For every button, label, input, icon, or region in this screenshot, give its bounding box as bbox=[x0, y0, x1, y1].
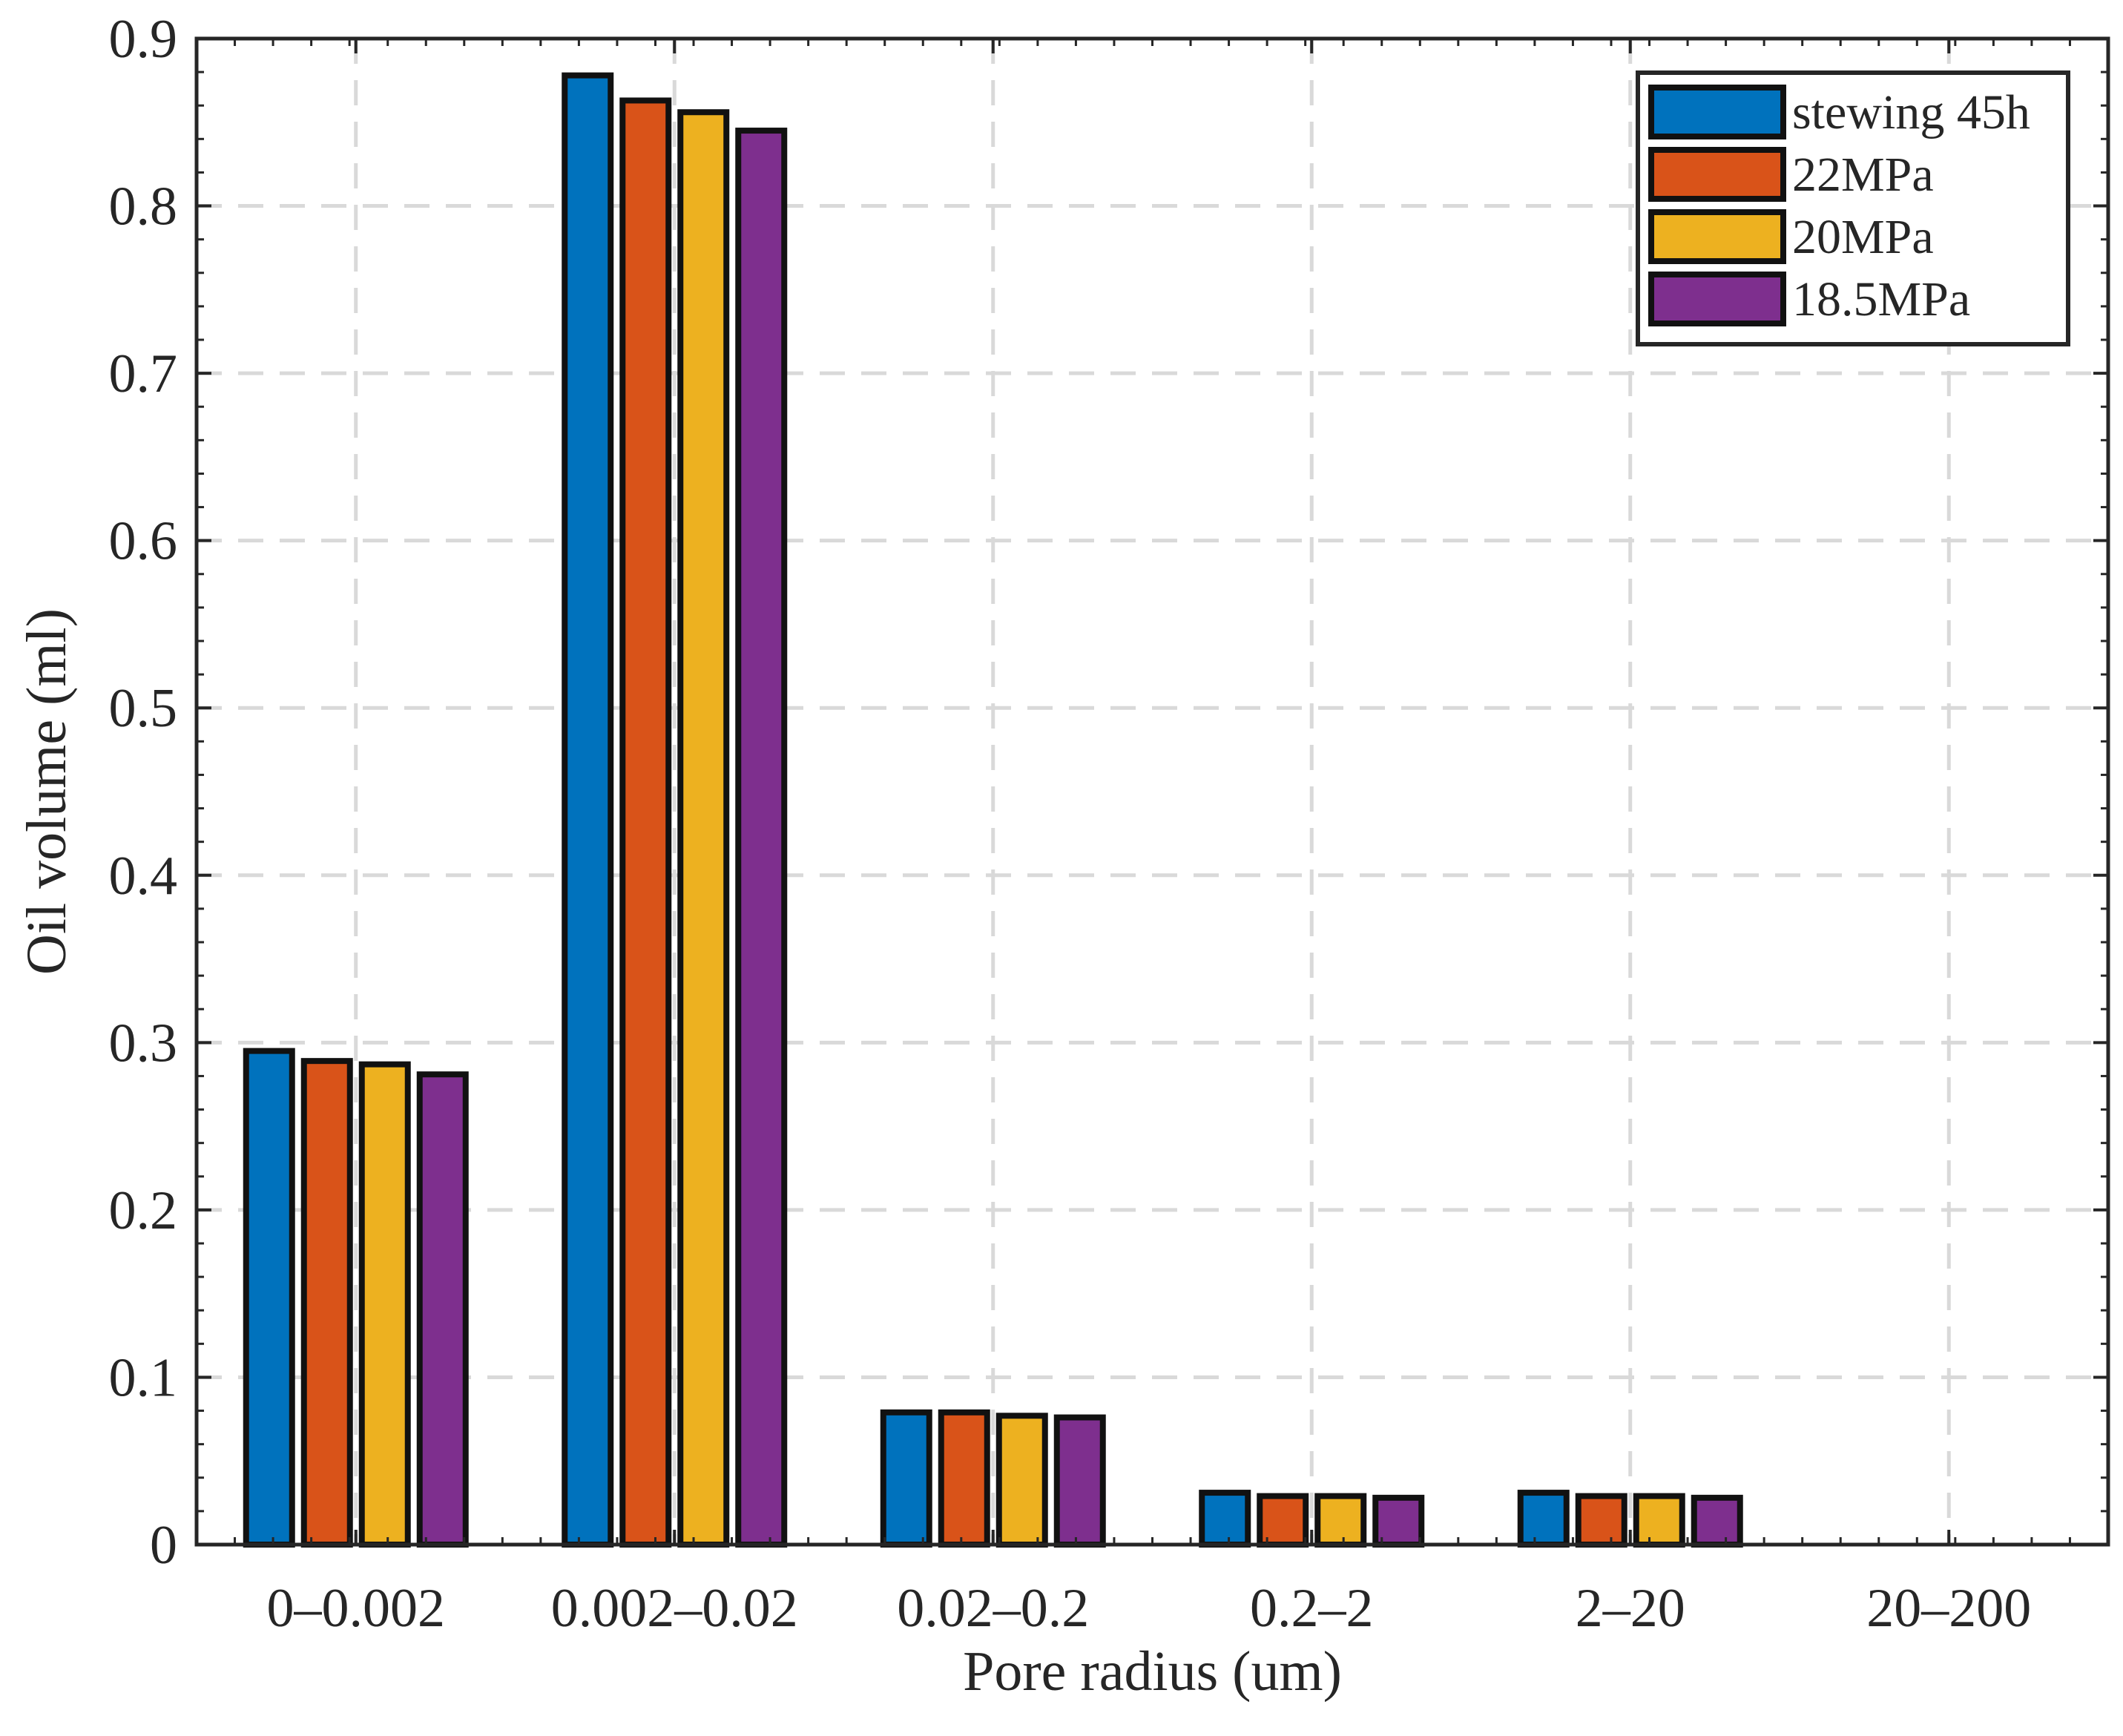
y-tick-label: 0.4 bbox=[109, 846, 178, 907]
bar-stewing-45h-2 bbox=[880, 1409, 932, 1548]
x-tick-label: 20–200 bbox=[1866, 1578, 2031, 1639]
legend-label: 18.5MPa bbox=[1792, 272, 1970, 326]
y-tick-label: 0.6 bbox=[109, 511, 178, 572]
y-tick-label: 0.1 bbox=[109, 1347, 178, 1408]
y-tick-label: 0 bbox=[150, 1515, 177, 1576]
bar-18-5mpa-0 bbox=[416, 1071, 469, 1548]
legend-label: 20MPa bbox=[1792, 210, 1934, 264]
bar-20mpa-4 bbox=[1633, 1493, 1685, 1548]
x-tick-label: 2–20 bbox=[1576, 1578, 1685, 1639]
y-tick-label: 0.3 bbox=[109, 1013, 178, 1074]
bar-22mpa-0 bbox=[300, 1058, 353, 1548]
bar-20mpa-0 bbox=[358, 1061, 411, 1548]
y-tick-labels: 0 0.1 0.2 0.3 0.4 0.5 0.6 0.7 0.8 0.9 bbox=[109, 9, 178, 1576]
bar-22mpa-4 bbox=[1575, 1493, 1627, 1548]
bar-18-5mpa-4 bbox=[1691, 1494, 1743, 1548]
legend-label: stewing 45h bbox=[1792, 85, 2030, 139]
legend-swatch bbox=[1648, 147, 1786, 202]
bar-22mpa-2 bbox=[938, 1409, 990, 1548]
bar-22mpa-1 bbox=[619, 97, 672, 1548]
legend-swatch bbox=[1648, 85, 1786, 139]
y-tick-label: 0.8 bbox=[109, 177, 178, 237]
bar-stewing-45h-3 bbox=[1199, 1490, 1251, 1548]
bar-20mpa-1 bbox=[677, 109, 730, 1548]
x-tick-label: 0–0.002 bbox=[267, 1578, 446, 1639]
y-tick-label: 0.7 bbox=[109, 343, 178, 404]
x-tick-label: 0.2–2 bbox=[1250, 1578, 1374, 1639]
x-axis-label: Pore radius (um) bbox=[963, 1640, 1342, 1703]
legend-swatch bbox=[1648, 209, 1786, 264]
bar-22mpa-3 bbox=[1257, 1493, 1309, 1548]
bar-18-5mpa-1 bbox=[735, 128, 788, 1548]
axis-ticks bbox=[195, 37, 2110, 1546]
legend-swatch bbox=[1648, 272, 1786, 326]
bar-stewing-45h-4 bbox=[1517, 1490, 1570, 1548]
legend-label: 22MPa bbox=[1792, 148, 1934, 202]
bar-18-5mpa-2 bbox=[1053, 1414, 1106, 1548]
x-tick-labels: 0–0.002 0.002–0.02 0.02–0.2 0.2–2 2–20 20–200 bbox=[267, 1578, 2032, 1639]
x-tick-label: 0.002–0.02 bbox=[551, 1578, 798, 1639]
bar-20mpa-3 bbox=[1314, 1493, 1367, 1548]
y-tick-label: 0.5 bbox=[109, 678, 178, 739]
bar-stewing-45h-0 bbox=[243, 1048, 295, 1548]
bar-stewing-45h-1 bbox=[562, 72, 614, 1548]
y-tick-label: 0.2 bbox=[109, 1180, 178, 1241]
legend: stewing 45h 22MPa 20MPa 18.5MPa bbox=[1636, 70, 2070, 346]
bar-18-5mpa-3 bbox=[1372, 1494, 1425, 1548]
y-axis-label: Oil volume (ml) bbox=[16, 608, 78, 975]
y-tick-label: 0.9 bbox=[109, 9, 178, 70]
x-tick-label: 0.02–0.2 bbox=[897, 1578, 1089, 1639]
bar-20mpa-2 bbox=[995, 1413, 1048, 1548]
